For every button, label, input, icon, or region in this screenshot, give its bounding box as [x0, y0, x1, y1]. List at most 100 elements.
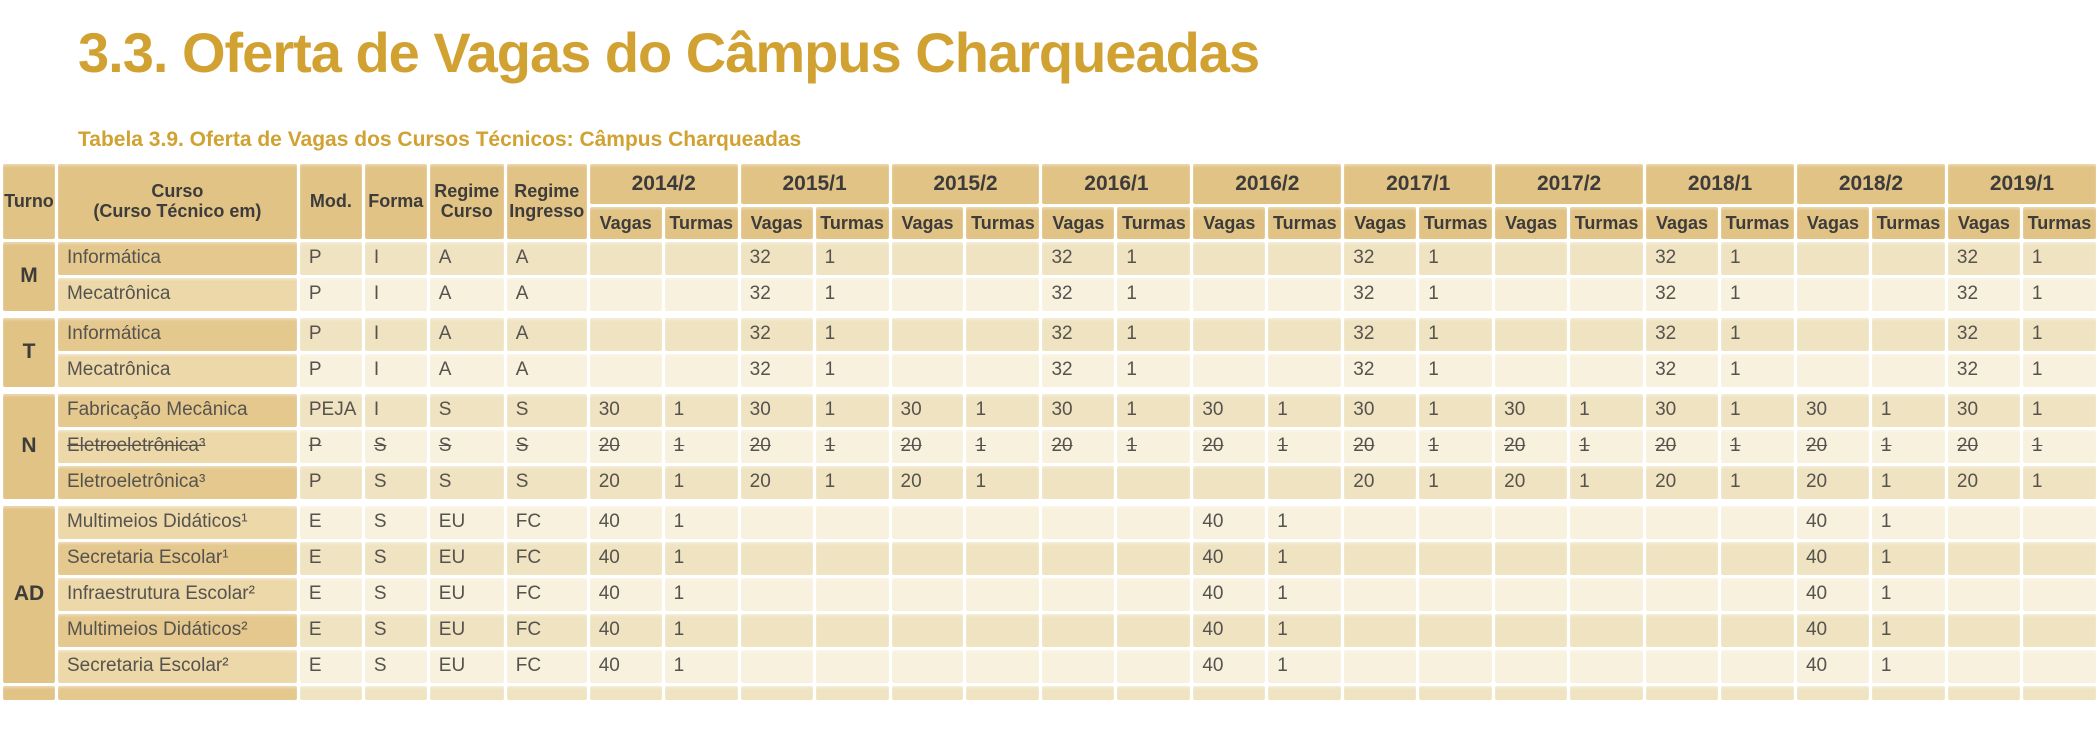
turmas-cell: 1: [1117, 277, 1191, 311]
regime-ingresso-cell: FC: [506, 649, 587, 683]
turmas-cell: [1419, 577, 1493, 611]
turmas-cell: [1570, 613, 1644, 647]
turmas-cell: 1: [1268, 393, 1342, 427]
vagas-cell: [1947, 541, 2020, 575]
turmas-cell: [1268, 465, 1342, 499]
header-cell-regime_ingresso: Regime Ingresso: [506, 163, 587, 239]
vagas-cell: 20: [1495, 465, 1568, 499]
regime-ingresso-cell: A: [506, 277, 587, 311]
turmas-cell: [966, 241, 1040, 275]
turmas-cell: [1871, 353, 1945, 387]
semester-header: 2018/1: [1646, 163, 1794, 204]
course-row: Multimeios Didáticos² E S EU FC 40 1 40 1 40 1: [3, 613, 2096, 647]
course-row: Eletroeletrônica³ P S S S 20 1 20 1 20 1 20 1 20 1 20 1 2…: [3, 429, 2096, 463]
turmas-cell: 1: [815, 393, 889, 427]
turmas-cell: [815, 613, 889, 647]
turmas-header: Turmas: [966, 206, 1040, 239]
turno-cell: M: [3, 241, 55, 311]
vagas-cell: 30: [1042, 393, 1115, 427]
header-line: Regime: [514, 180, 580, 201]
turmas-cell: [1871, 241, 1945, 275]
turmas-cell: 1: [664, 541, 738, 575]
vagas-cell: [1646, 505, 1719, 539]
vagas-header: Vagas: [1646, 206, 1719, 239]
turmas-cell: 1: [1268, 429, 1342, 463]
vagas-cell: 30: [589, 393, 662, 427]
turmas-header: Turmas: [1871, 206, 1945, 239]
turmas-cell: 1: [815, 317, 889, 351]
mod-cell: P: [299, 317, 362, 351]
vagas-cell: 20: [1947, 429, 2020, 463]
vagas-cell: [1947, 649, 2020, 683]
vagas-cell: 32: [740, 353, 813, 387]
turmas-cell: [1117, 541, 1191, 575]
vagas-cell: [891, 577, 964, 611]
vagas-cell: 40: [589, 541, 662, 575]
course-cell: Multimeios Didáticos¹: [57, 505, 297, 539]
regime-curso-cell: A: [429, 241, 504, 275]
mod-cell: P: [299, 429, 362, 463]
vagas-header: Vagas: [1042, 206, 1115, 239]
vagas-cell: 32: [1947, 277, 2020, 311]
turmas-cell: [1117, 505, 1191, 539]
data-cell: [891, 685, 964, 700]
group-separator: [3, 390, 2096, 391]
turmas-cell: [966, 541, 1040, 575]
turmas-cell: [1871, 317, 1945, 351]
vagas-cell: 20: [740, 465, 813, 499]
data-cell: [2022, 685, 2096, 700]
course-cell: Multimeios Didáticos²: [57, 613, 297, 647]
vagas-cell: 32: [1947, 241, 2020, 275]
vagas-cell: [891, 277, 964, 311]
data-cell: [589, 685, 662, 700]
regime-curso-cell: EU: [429, 541, 504, 575]
course-cell: [57, 685, 297, 700]
header-line: Turno: [4, 191, 54, 212]
vagas-cell: 32: [740, 277, 813, 311]
turmas-cell: 1: [664, 613, 738, 647]
header-line: Curso: [151, 180, 204, 201]
vagas-header: Vagas: [1193, 206, 1266, 239]
turmas-cell: [1570, 577, 1644, 611]
vagas-cell: 40: [1193, 577, 1266, 611]
course-cell: Fabricação Mecânica: [57, 393, 297, 427]
mod-cell: P: [299, 277, 362, 311]
vagas-cell: 32: [1947, 353, 2020, 387]
vagas-cell: [1344, 649, 1417, 683]
vagas-cell: 30: [1796, 393, 1869, 427]
vagas-cell: [1193, 353, 1266, 387]
turmas-cell: [1570, 541, 1644, 575]
turmas-header: Turmas: [1268, 206, 1342, 239]
turmas-header: Turmas: [1117, 206, 1191, 239]
vagas-cell: 20: [891, 429, 964, 463]
vagas-cell: [1495, 317, 1568, 351]
turmas-cell: [1721, 577, 1794, 611]
vagas-cell: [891, 353, 964, 387]
regime-ingresso-cell: FC: [506, 541, 587, 575]
turmas-cell: 1: [1721, 277, 1794, 311]
turmas-cell: [1268, 317, 1342, 351]
turmas-cell: [1419, 649, 1493, 683]
mod-cell: E: [299, 649, 362, 683]
turmas-header: Turmas: [815, 206, 889, 239]
vagas-cell: [1193, 241, 1266, 275]
vagas-cell: [1646, 577, 1719, 611]
header-cell-turno: Turno: [3, 163, 55, 239]
regime-ingresso-cell: A: [506, 317, 587, 351]
data-cell: [1344, 685, 1417, 700]
vagas-cell: 20: [1344, 465, 1417, 499]
vagas-cell: 30: [891, 393, 964, 427]
cutoff-row: [3, 685, 2096, 700]
turmas-cell: 1: [1117, 429, 1191, 463]
data-cell: [1268, 685, 1342, 700]
turmas-cell: [664, 353, 738, 387]
semester-header: 2019/1: [1947, 163, 2096, 204]
turmas-cell: [1721, 649, 1794, 683]
vagas-cell: 20: [589, 429, 662, 463]
course-row: Eletroeletrônica³ P S S S 20 1 20 1 20 1 20 1 20 1 20 1 2…: [3, 465, 2096, 499]
vagas-cell: 20: [1796, 465, 1869, 499]
turmas-cell: 1: [2022, 465, 2096, 499]
vagas-cell: [1495, 649, 1568, 683]
data-cell: [1193, 685, 1266, 700]
